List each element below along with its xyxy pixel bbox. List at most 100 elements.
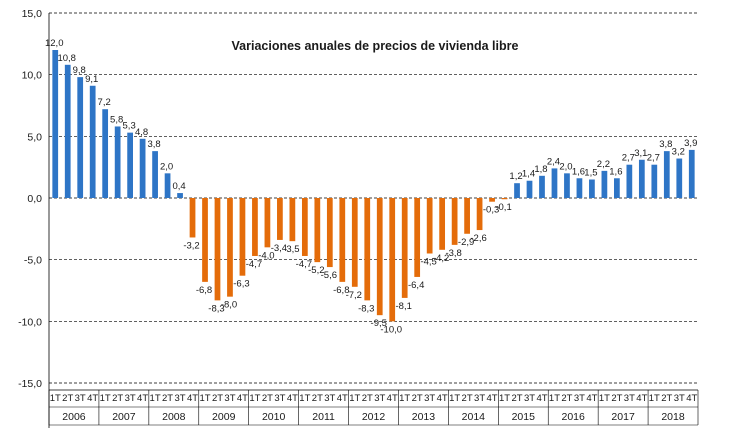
year-label: 2016 xyxy=(562,411,586,423)
data-label: 3,8 xyxy=(659,139,672,150)
data-label: 1,6 xyxy=(572,166,585,177)
bar xyxy=(89,85,96,198)
data-label: -6,3 xyxy=(233,279,249,290)
bar xyxy=(77,77,84,198)
data-label: -2,9 xyxy=(458,237,474,248)
bar xyxy=(439,198,446,250)
quarter-label: 4T xyxy=(87,393,98,404)
data-label: 4,8 xyxy=(135,127,148,138)
bar xyxy=(189,198,196,238)
y-tick-label: -15,0 xyxy=(18,378,42,390)
data-label: 1,8 xyxy=(534,164,547,175)
quarter-label: 3T xyxy=(274,393,285,404)
year-label: 2012 xyxy=(362,411,386,423)
bar xyxy=(626,164,633,198)
year-label: 2009 xyxy=(212,411,236,423)
quarter-label: 2T xyxy=(62,393,73,404)
bar xyxy=(127,132,133,198)
quarter-label: 2T xyxy=(112,393,123,404)
bar xyxy=(227,198,233,297)
data-label: 2,2 xyxy=(597,159,610,170)
bar xyxy=(114,126,121,198)
y-tick-label: 5,0 xyxy=(27,131,42,143)
data-label: 2,0 xyxy=(559,161,572,172)
quarter-label: 1T xyxy=(649,393,660,404)
data-label: 0,4 xyxy=(172,181,185,192)
quarter-label: 1T xyxy=(449,393,460,404)
quarter-label: 2T xyxy=(511,393,522,404)
data-label: 2,4 xyxy=(547,156,560,167)
data-label: -8,1 xyxy=(396,301,412,312)
bar xyxy=(638,159,645,198)
quarter-label: 4T xyxy=(237,393,248,404)
y-axis: 15,0 10,0 5,0 0,0 -5,0 -10,0 -15,0 xyxy=(18,8,50,428)
data-label: -2,6 xyxy=(470,233,486,244)
year-label: 2007 xyxy=(112,411,136,423)
bar xyxy=(239,198,246,276)
quarter-label: 2T xyxy=(262,393,273,404)
data-label: -7,2 xyxy=(346,290,362,301)
bar xyxy=(277,198,283,240)
bar xyxy=(401,198,408,298)
quarter-label: 3T xyxy=(125,393,136,404)
data-label: 3,1 xyxy=(634,148,647,159)
quarter-label: 1T xyxy=(549,393,560,404)
quarter-label: 3T xyxy=(674,393,685,404)
quarter-label: 3T xyxy=(424,393,435,404)
data-label: -8,3 xyxy=(358,303,374,314)
y-tick-label: 0,0 xyxy=(27,193,42,205)
y-tick-label: -10,0 xyxy=(18,316,42,328)
bar xyxy=(663,151,670,198)
quarter-label: 4T xyxy=(337,393,348,404)
bar xyxy=(202,198,208,282)
quarter-label: 2T xyxy=(212,393,223,404)
quarter-label: 3T xyxy=(75,393,86,404)
quarter-label: 1T xyxy=(399,393,410,404)
data-label: 1,2 xyxy=(509,171,522,182)
bar xyxy=(539,175,545,198)
year-label: 2010 xyxy=(262,411,286,423)
data-label: 9,8 xyxy=(73,65,86,76)
quarter-label: 1T xyxy=(50,393,61,404)
quarter-label: 4T xyxy=(437,393,448,404)
quarter-label: 3T xyxy=(474,393,485,404)
bar xyxy=(414,198,421,277)
data-label: -4,0 xyxy=(258,250,274,261)
quarter-label: 2T xyxy=(661,393,672,404)
quarter-label: 4T xyxy=(686,393,697,404)
year-label: 2018 xyxy=(661,411,685,423)
data-label: -6,4 xyxy=(408,280,424,291)
bar xyxy=(526,180,533,198)
data-label: 3,2 xyxy=(672,147,685,158)
quarter-label: 3T xyxy=(175,393,186,404)
bar xyxy=(351,198,358,287)
bar xyxy=(339,198,346,282)
data-label: -6,8 xyxy=(333,285,349,296)
quarter-label: 2T xyxy=(462,393,473,404)
bar xyxy=(601,170,608,198)
data-label: -4,7 xyxy=(296,259,312,270)
bar xyxy=(264,198,271,248)
data-label: -4,7 xyxy=(246,259,262,270)
bar xyxy=(576,178,583,198)
bar xyxy=(651,164,658,198)
bar xyxy=(64,64,71,198)
bar xyxy=(52,50,59,198)
bar xyxy=(476,198,483,231)
y-tick-label: 10,0 xyxy=(22,70,43,82)
bar xyxy=(614,178,620,198)
data-label: -6,8 xyxy=(196,285,212,296)
quarter-label: 2T xyxy=(362,393,373,404)
year-label: 2011 xyxy=(312,411,335,423)
data-label: 1,6 xyxy=(609,166,622,177)
x-axis: 1T 2T 3T 4T 1T 2T 3T 4T 1T 2T 3T 4T 1T 2T 3T 4T 1T 2T 3T 4T… xyxy=(48,389,699,426)
chart-title: Variaciones anuales de precios de vivien… xyxy=(232,39,519,53)
quarter-label: 2T xyxy=(561,393,572,404)
bar xyxy=(102,109,109,198)
year-label: 2015 xyxy=(512,411,536,423)
bar xyxy=(252,198,258,256)
data-label: -3,4 xyxy=(271,243,287,254)
quarter-label: 4T xyxy=(287,393,298,404)
quarter-label: 2T xyxy=(312,393,323,404)
quarter-label: 1T xyxy=(299,393,310,404)
